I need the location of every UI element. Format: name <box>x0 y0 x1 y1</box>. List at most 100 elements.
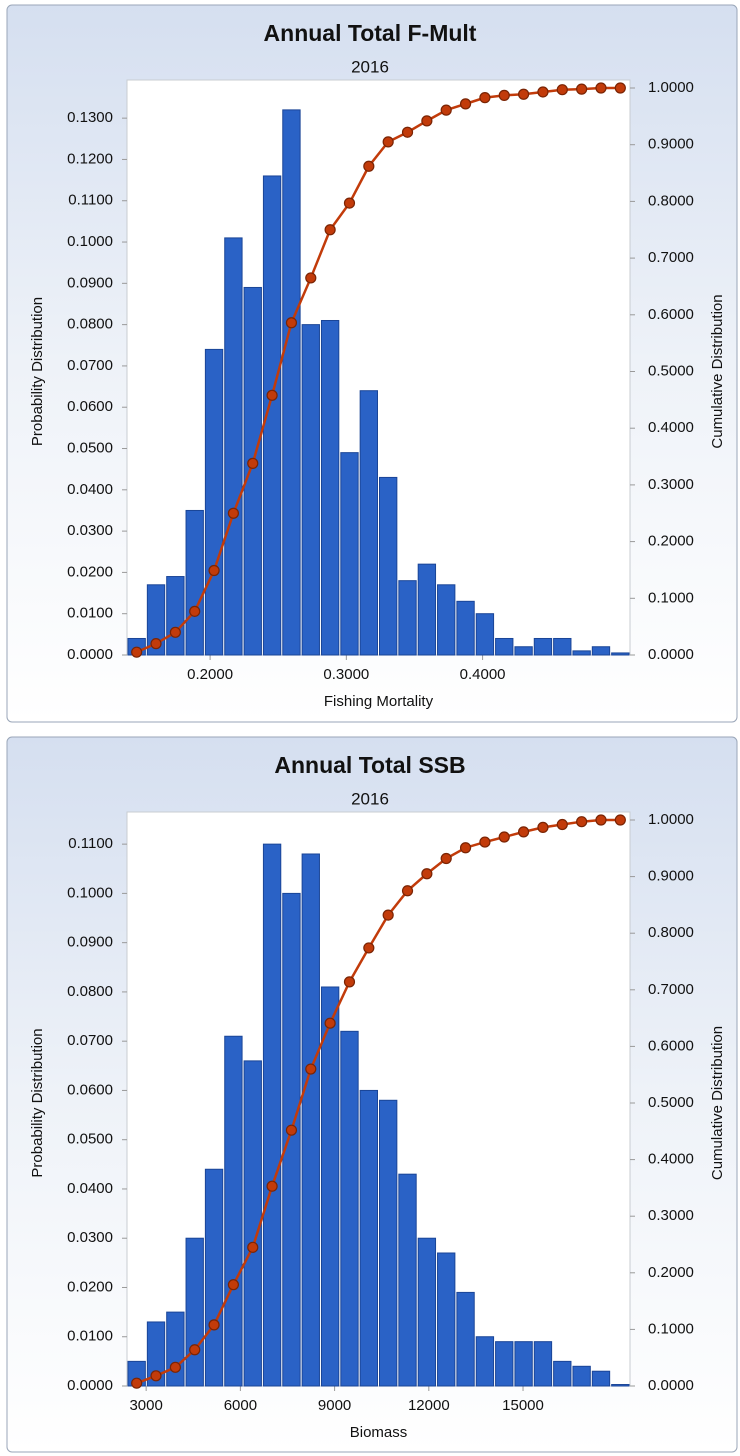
bar <box>553 1360 572 1387</box>
bar <box>417 563 437 656</box>
cumulative-point <box>440 852 452 865</box>
y-tick-label: 0.0400 <box>67 1180 113 1197</box>
cumulative-point <box>266 389 278 401</box>
y-tick-label: 0.1000 <box>67 884 113 901</box>
cumulative-point <box>382 909 394 921</box>
y2-tick-label: 0.1000 <box>648 1320 694 1337</box>
cumulative-point <box>150 638 162 650</box>
y-tick-label: 0.1000 <box>67 233 113 250</box>
bar <box>572 1365 591 1387</box>
y-tick-label: 0.0600 <box>67 1081 113 1098</box>
bar <box>359 1089 378 1387</box>
y-tick-label: 0.0900 <box>67 274 113 291</box>
cumulative-point <box>614 82 626 94</box>
cumulative-point <box>556 818 568 831</box>
y-tick-label: 0.0300 <box>67 522 113 539</box>
cumulative-point <box>614 814 626 826</box>
bar <box>146 584 166 656</box>
y-axis-label: Probability Distribution <box>29 297 46 446</box>
cumulative-point <box>227 507 240 519</box>
bar <box>456 1291 475 1387</box>
bar <box>456 600 475 656</box>
y2-tick-label: 0.1000 <box>648 589 694 606</box>
bar <box>379 476 398 656</box>
chart-subtitle: 2016 <box>351 789 389 808</box>
x-tick-label: 12000 <box>408 1397 450 1414</box>
cumulative-point <box>189 1344 201 1356</box>
y-tick-label: 0.0700 <box>67 357 113 374</box>
y2-tick-label: 0.6000 <box>648 306 694 323</box>
y2-tick-label: 0.4000 <box>648 419 694 436</box>
bar <box>514 646 533 656</box>
x-tick-label: 0.2000 <box>187 666 233 683</box>
cumulative-point <box>305 1063 317 1075</box>
bar <box>591 646 611 656</box>
cumulative-point <box>401 126 414 138</box>
y-tick-label: 0.0200 <box>67 563 113 580</box>
cumulative-point <box>421 115 433 127</box>
y-tick-label: 0.0100 <box>67 1328 113 1345</box>
chart-subtitle: 2016 <box>351 57 389 76</box>
cumulative-point <box>131 646 143 658</box>
bar <box>224 1035 243 1387</box>
cumulative-point <box>479 92 491 104</box>
cumulative-point <box>537 86 549 98</box>
y2-tick-label: 0.4000 <box>648 1151 694 1168</box>
y2-tick-label: 0.9000 <box>648 868 694 885</box>
y2-tick-label: 0.8000 <box>648 924 694 941</box>
y-tick-label: 0.1300 <box>67 109 113 126</box>
y2-tick-label: 0.5000 <box>648 362 694 379</box>
y-tick-label: 0.0900 <box>67 934 113 951</box>
y-tick-label: 0.0000 <box>67 1377 113 1394</box>
y2-tick-label: 0.3000 <box>648 1207 694 1224</box>
bar <box>320 986 340 1387</box>
bar <box>243 1060 262 1387</box>
bar <box>495 1341 514 1387</box>
y2-tick-label: 0.2000 <box>648 533 694 550</box>
y2-tick-label: 0.0000 <box>648 646 694 663</box>
bar <box>359 390 378 656</box>
y-tick-label: 0.0400 <box>67 481 113 498</box>
y-tick-label: 0.0300 <box>67 1229 113 1246</box>
bar <box>282 109 301 656</box>
y-tick-label: 0.1200 <box>67 150 113 167</box>
cumulative-point <box>595 814 607 826</box>
y2-tick-label: 0.9000 <box>648 136 694 153</box>
y-tick-label: 0.0100 <box>67 605 113 622</box>
cumulative-point <box>382 136 394 148</box>
y-tick-label: 0.1100 <box>68 835 113 852</box>
y2-tick-label: 0.6000 <box>648 1037 694 1054</box>
y-tick-label: 0.0500 <box>67 1131 113 1148</box>
bar <box>262 175 282 656</box>
cumulative-point <box>576 816 588 828</box>
y2-tick-label: 1.0000 <box>648 79 694 96</box>
cumulative-point <box>498 831 510 843</box>
bar <box>437 1252 456 1387</box>
bar <box>533 637 553 656</box>
bar <box>320 319 340 656</box>
cumulative-point <box>363 942 375 954</box>
bar <box>553 637 572 656</box>
cumulative-point <box>595 82 607 94</box>
cumulative-point <box>363 160 375 172</box>
cumulative-point <box>150 1370 162 1382</box>
cumulative-point <box>401 885 414 897</box>
bar <box>611 1384 630 1387</box>
y2-tick-label: 0.7000 <box>648 981 694 998</box>
bar <box>262 843 282 1387</box>
cumulative-point <box>324 224 336 236</box>
y2-tick-label: 0.0000 <box>648 1377 694 1394</box>
cumulative-point <box>285 1124 298 1136</box>
bar <box>417 1237 437 1387</box>
bar <box>185 509 204 656</box>
cumulative-point <box>459 842 472 854</box>
cumulative-point <box>479 836 491 848</box>
y2-tick-label: 0.7000 <box>648 249 694 266</box>
y2-tick-label: 0.5000 <box>648 1094 694 1111</box>
bar <box>533 1341 553 1387</box>
y2-tick-label: 0.2000 <box>648 1264 694 1281</box>
y2-tick-label: 1.0000 <box>648 811 694 828</box>
cumulative-point <box>169 1361 181 1373</box>
y-tick-label: 0.0000 <box>67 646 113 663</box>
bar <box>437 584 456 656</box>
